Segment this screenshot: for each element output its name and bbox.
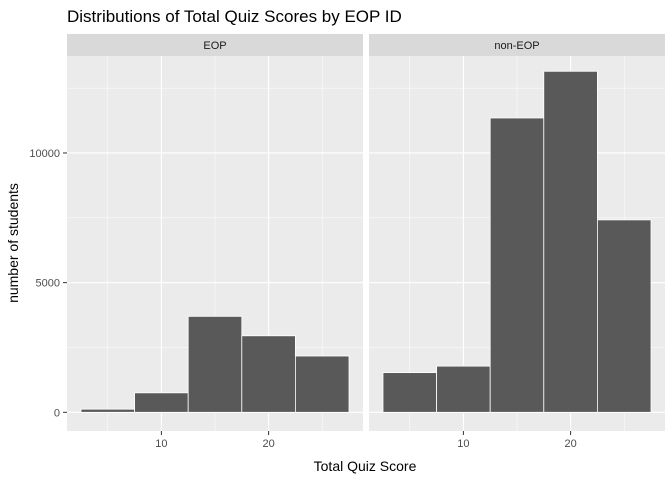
- histogram-bar: [187, 315, 243, 413]
- x-axes: 10 20 10 20: [155, 431, 577, 450]
- histogram-bar: [134, 392, 189, 413]
- facet-strip: [67, 34, 363, 56]
- facet-panels: EOP non-EOP: [67, 34, 665, 431]
- x-tick-label: 20: [262, 438, 274, 450]
- histogram-bar: [489, 117, 545, 413]
- histogram-bar: [436, 365, 491, 413]
- histogram-bar: [294, 355, 350, 413]
- y-axis: 0 5000 10000: [29, 148, 67, 419]
- histogram-bar: [80, 408, 135, 413]
- y-tick-label: 0: [54, 407, 60, 419]
- x-tick-label: 20: [564, 438, 576, 450]
- facet-panel-1: EOP: [67, 34, 363, 431]
- histogram-bar: [597, 219, 652, 413]
- histogram-bar: [382, 372, 437, 413]
- y-tick-label: 10000: [29, 148, 60, 160]
- chart-title: Distributions of Total Quiz Scores by EO…: [67, 7, 402, 26]
- histogram-bar: [241, 335, 296, 413]
- facet-strip-label: non-EOP: [494, 40, 539, 52]
- x-tick-label: 10: [155, 438, 167, 450]
- facet-strip: [369, 34, 665, 56]
- y-axis-title: number of students: [5, 183, 21, 303]
- facet-strip-label: EOP: [203, 40, 226, 52]
- y-tick-label: 5000: [36, 278, 60, 290]
- x-tick-label: 10: [457, 438, 469, 450]
- histogram-bar: [543, 70, 598, 413]
- facet-panel-2: non-EOP: [369, 34, 665, 431]
- x-axis-title: Total Quiz Score: [314, 458, 417, 474]
